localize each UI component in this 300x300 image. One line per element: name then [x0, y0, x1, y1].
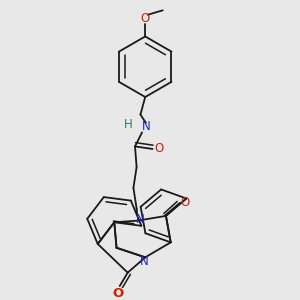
Text: O: O: [154, 142, 164, 155]
Text: O: O: [180, 196, 190, 209]
Text: N: N: [142, 120, 150, 133]
Text: O: O: [141, 12, 150, 26]
Text: O: O: [112, 286, 124, 299]
Text: N: N: [135, 213, 144, 226]
Text: N: N: [140, 255, 149, 268]
Text: H: H: [124, 118, 133, 130]
